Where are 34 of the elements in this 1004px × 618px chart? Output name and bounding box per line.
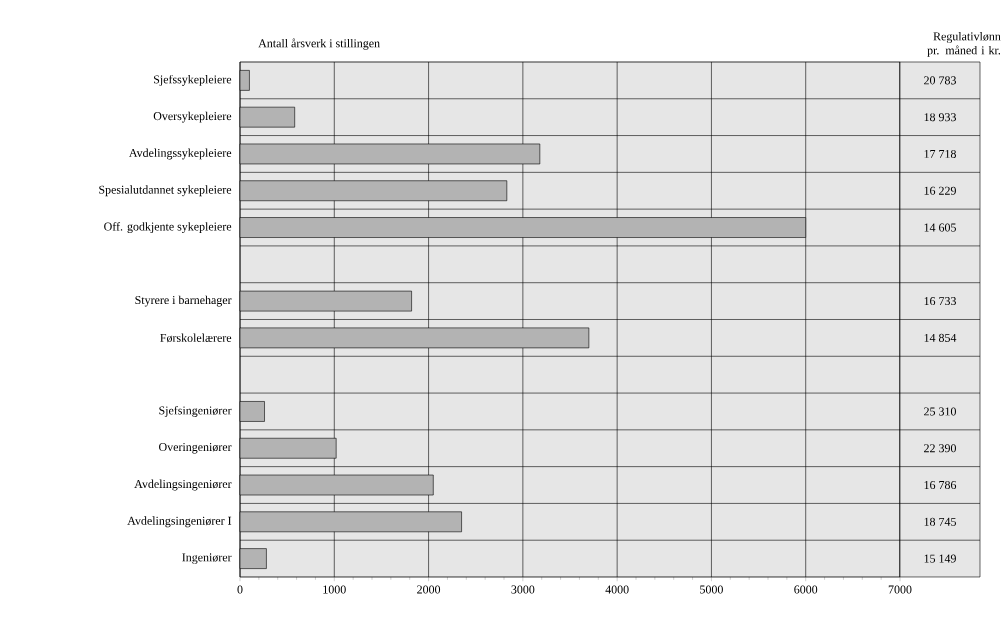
text: 20 783 <box>924 76 956 85</box>
y-tick-label: Førskolelærere <box>160 333 232 343</box>
x-tick-label: 5000 <box>700 585 723 594</box>
y-tick-label: Avdelingsingeniører <box>134 479 232 491</box>
text: 16 229 <box>924 186 956 195</box>
x-tick-label: 6000 <box>794 585 818 594</box>
text: 14 854 <box>924 333 957 342</box>
chart-title: Antall årsverk i stillingen <box>258 38 380 50</box>
y-tick-label: Sjefsingeniører <box>159 405 232 417</box>
x-tick-label: 1000 <box>323 585 346 594</box>
x-tick-label: 7000 <box>888 585 912 594</box>
y-tick-label: Ingeniører <box>182 553 232 564</box>
y-tick-label: Off. godkjente sykepleiere <box>104 222 232 234</box>
text: 22 390 <box>924 444 956 453</box>
x-tick-label: 0 <box>237 585 243 594</box>
text: 14 605 <box>924 223 956 232</box>
x-tick-label: 4000 <box>605 585 629 594</box>
y-tick-label: Spesialutdannet sykepleiere <box>99 185 232 197</box>
text: Regulativlønn pr. måned i kr. <box>927 32 1001 57</box>
text: 16 786 <box>924 480 957 490</box>
text: 25 310 <box>924 407 956 416</box>
y-tick-label: Avdelingsingeniører I <box>127 516 232 528</box>
x-tick-label: 3000 <box>511 585 535 594</box>
y-tick-label: Avdelingssykepleiere <box>128 148 232 160</box>
text: 18 933 <box>924 113 956 122</box>
text: 18 745 <box>924 517 956 526</box>
y-tick-label: Sjefssykepleiere <box>154 74 232 86</box>
text: 17 718 <box>924 149 956 158</box>
y-tick-label: Oversykepleiere <box>153 111 232 123</box>
text: 15 149 <box>924 554 956 563</box>
text: 16 733 <box>924 297 956 306</box>
x-tick-label: 2000 <box>417 585 441 594</box>
y-tick-label: Overingeniører <box>159 442 232 454</box>
y-tick-label: Styrere i barnehager <box>135 295 232 307</box>
